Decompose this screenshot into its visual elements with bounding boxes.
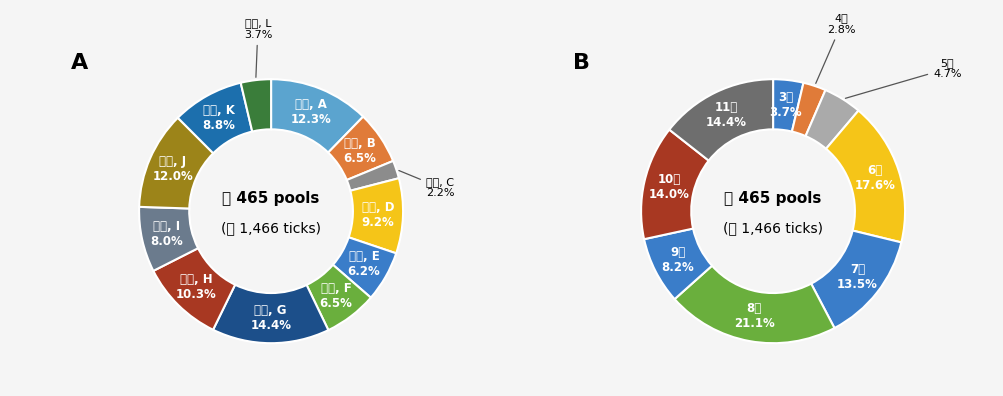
- Text: 충남, K
8.8%: 충남, K 8.8%: [203, 104, 236, 132]
- Text: (총 1,466 ticks): (총 1,466 ticks): [722, 221, 822, 235]
- Text: 전북, J
12.0%: 전북, J 12.0%: [152, 154, 194, 183]
- Text: 9월
8.2%: 9월 8.2%: [661, 246, 693, 274]
- Text: B: B: [573, 53, 590, 73]
- Wedge shape: [271, 79, 363, 152]
- Text: 3월
3.7%: 3월 3.7%: [768, 91, 801, 119]
- Wedge shape: [772, 79, 802, 131]
- Text: 5월
4.7%: 5월 4.7%: [845, 58, 961, 98]
- Wedge shape: [213, 285, 328, 343]
- Wedge shape: [328, 117, 393, 180]
- Text: 경북, C
2.2%: 경북, C 2.2%: [398, 171, 453, 198]
- Wedge shape: [139, 118, 213, 209]
- Text: 경기, B
6.5%: 경기, B 6.5%: [343, 137, 376, 165]
- Wedge shape: [178, 83, 252, 153]
- Wedge shape: [306, 265, 370, 330]
- Wedge shape: [641, 129, 708, 239]
- Text: 대전, D
9.2%: 대전, D 9.2%: [361, 201, 394, 229]
- Wedge shape: [333, 237, 396, 298]
- Text: 부산, E
6.2%: 부산, E 6.2%: [347, 250, 380, 278]
- Text: 경남, G
14.4%: 경남, G 14.4%: [250, 304, 291, 332]
- Wedge shape: [825, 110, 904, 242]
- Wedge shape: [348, 178, 402, 253]
- Text: 총 465 pools: 총 465 pools: [223, 190, 319, 206]
- Text: 강원, A
12.3%: 강원, A 12.3%: [291, 98, 331, 126]
- Wedge shape: [669, 79, 772, 161]
- Wedge shape: [241, 79, 271, 131]
- Text: 4월
2.8%: 4월 2.8%: [815, 13, 856, 84]
- Wedge shape: [139, 207, 198, 271]
- Text: 7월
13.5%: 7월 13.5%: [837, 263, 877, 291]
- Text: 충북, L
3.7%: 충북, L 3.7%: [244, 18, 272, 77]
- Wedge shape: [810, 230, 901, 328]
- Text: 전남, I
8.0%: 전남, I 8.0%: [150, 220, 183, 248]
- Wedge shape: [153, 248, 235, 330]
- Text: (총 1,466 ticks): (총 1,466 ticks): [221, 221, 321, 235]
- Text: 총 465 pools: 총 465 pools: [724, 190, 820, 206]
- Wedge shape: [674, 266, 833, 343]
- Text: 울산, F
6.5%: 울산, F 6.5%: [319, 282, 352, 310]
- Wedge shape: [346, 161, 398, 191]
- Text: A: A: [71, 53, 88, 73]
- Text: 8월
21.1%: 8월 21.1%: [733, 303, 773, 330]
- Wedge shape: [804, 90, 858, 149]
- Text: 제주, H
10.3%: 제주, H 10.3%: [176, 273, 217, 301]
- Wedge shape: [644, 228, 711, 299]
- Text: 10월
14.0%: 10월 14.0%: [648, 173, 689, 201]
- Wedge shape: [791, 83, 824, 136]
- Text: 6월
17.6%: 6월 17.6%: [854, 164, 895, 192]
- Text: 11월
14.4%: 11월 14.4%: [705, 101, 746, 129]
